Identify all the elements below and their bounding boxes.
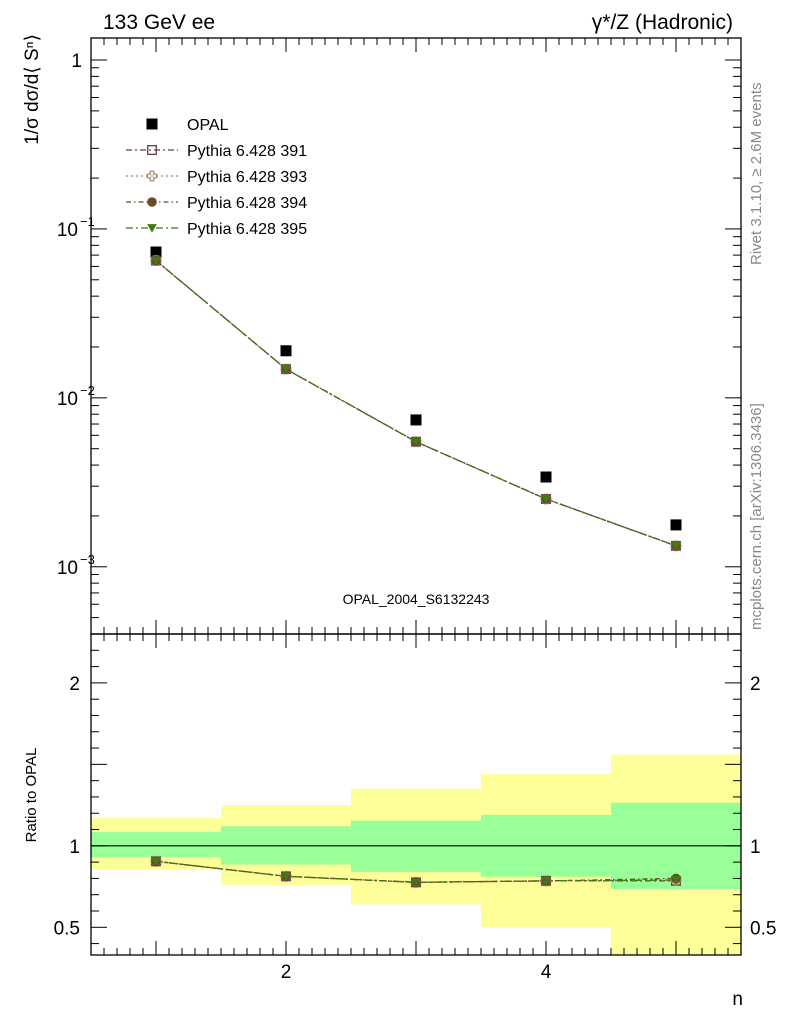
main-data-point <box>280 345 292 357</box>
main-data-point <box>671 542 681 551</box>
ratio-data-point <box>671 876 681 885</box>
legend-entry-label: OPAL <box>187 117 229 134</box>
legend-entry-label: Pythia 6.428 393 <box>187 169 307 186</box>
main-data-point <box>411 437 421 447</box>
main-series-lines <box>155 260 677 547</box>
legend-marker <box>147 145 157 155</box>
ratio-y-tick-label-right: 2 <box>750 674 761 695</box>
ratio-y-tick-label: 2 <box>69 674 80 695</box>
ratio-y-tick-label: 0.5 <box>54 918 80 939</box>
header-right-label: γ*/Z (Hadronic) <box>592 11 733 34</box>
analysis-id-label: OPAL_2004_S6132243 <box>343 591 490 607</box>
main-y-tick-label: 10 <box>57 220 78 241</box>
axis-ticks <box>90 38 742 955</box>
main-series-markers <box>150 246 682 552</box>
main-y-tick-label-exponent: −2 <box>80 383 95 398</box>
legend-entry-label: Pythia 6.428 394 <box>187 195 307 212</box>
main-y-tick-label: 1 <box>71 51 82 72</box>
legend-entry-label: Pythia 6.428 395 <box>187 221 307 238</box>
ratio-data-point <box>541 877 551 886</box>
main-series-line <box>155 260 677 547</box>
main-data-point <box>281 365 291 374</box>
legend-marker <box>147 224 157 233</box>
main-data-point <box>541 495 551 504</box>
x-axis-label: n <box>732 989 743 1010</box>
main-y-tick-label-exponent: −3 <box>80 552 95 567</box>
ratio-uncertainty-bands <box>91 754 741 955</box>
x-tick-label: 2 <box>281 962 292 983</box>
header-left-label: 133 GeV ee <box>103 11 215 34</box>
legend-marker <box>146 170 158 182</box>
mcplots-credit-label: mcplots.cern.ch [arXiv:1306.3436] <box>748 403 765 630</box>
ratio-data-point <box>281 872 291 882</box>
main-data-point <box>670 519 682 531</box>
axis-tick-labels: 110 −110 −210 −32 42 21 10.5 0.5 <box>54 51 777 983</box>
legend-marker <box>146 118 158 130</box>
main-series-line <box>155 260 677 547</box>
legend-entry-label: Pythia 6.428 391 <box>187 143 307 160</box>
legend: OPAL Pythia 6.428 391 Pythia 6.428 393 Pyth… <box>126 117 307 238</box>
ratio-y-tick-label: 1 <box>69 837 80 858</box>
main-y-tick-label: 10 <box>57 389 78 410</box>
main-y-tick-label-exponent: −1 <box>80 214 95 229</box>
rivet-version-label: Rivet 3.1.10, ≥ 2.6M events <box>748 82 765 266</box>
inner-band-bin <box>91 831 221 858</box>
main-y-axis-label: 1/σ dσ/d⟨ Sⁿ⟩ <box>22 34 43 145</box>
ratio-y-axis-label: Ratio to OPAL <box>23 748 40 843</box>
ratio-data-point <box>411 878 421 888</box>
ratio-series-markers <box>150 855 682 888</box>
main-data-point <box>151 256 161 266</box>
main-series-line <box>155 260 677 547</box>
main-data-point <box>540 471 552 483</box>
x-tick-label: 4 <box>541 962 552 983</box>
ratio-data-point <box>151 857 161 867</box>
ratio-series-line <box>155 860 677 883</box>
main-y-tick-label: 10 <box>57 558 78 579</box>
main-data-point <box>410 414 422 426</box>
ratio-y-tick-label-right: 0.5 <box>750 918 776 939</box>
legend-marker <box>147 197 157 207</box>
ratio-y-tick-label-right: 1 <box>750 837 761 858</box>
main-data-point <box>150 246 162 258</box>
main-series-line <box>155 260 677 547</box>
